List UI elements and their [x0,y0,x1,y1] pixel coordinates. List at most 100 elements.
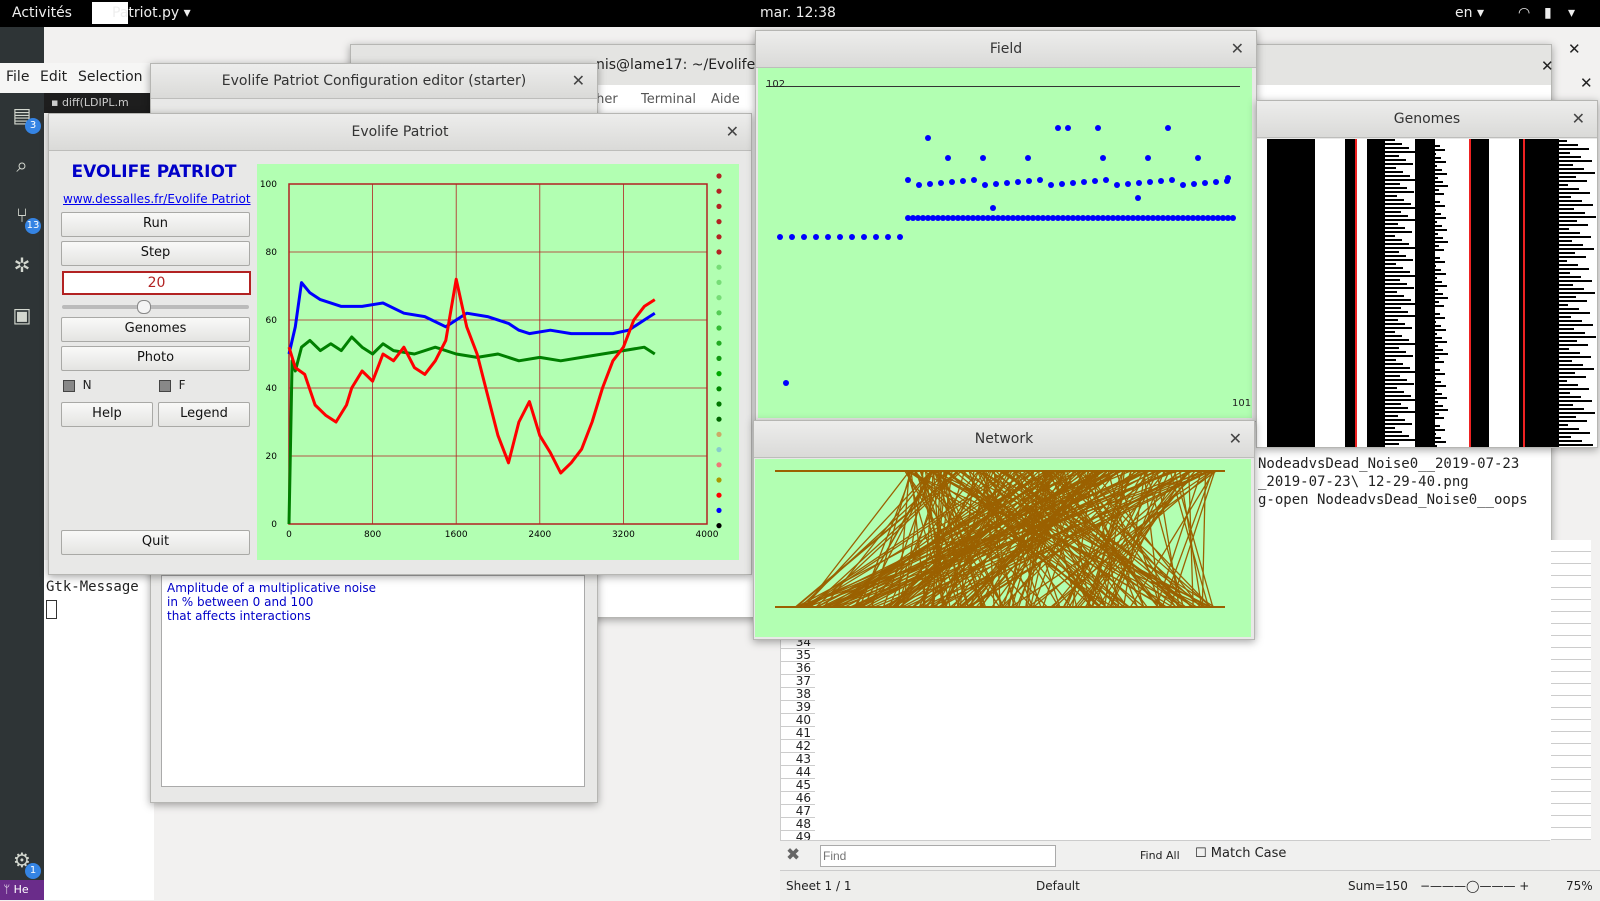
field-point [955,215,961,221]
series-line-blue [287,281,656,355]
row-number[interactable]: 45 [781,779,815,792]
zoom-slider[interactable]: −———◯——— + [1420,879,1530,893]
patriot-close-icon[interactable]: ✕ [725,122,739,141]
row-number[interactable]: 40 [781,714,815,727]
activities-button[interactable]: Activités [12,5,72,21]
genome-stripe [1435,389,1437,391]
genome-stripe [1435,397,1447,399]
step-button[interactable]: Step [61,241,250,266]
field-point [1045,215,1051,221]
app-menu[interactable]: Patriot.py ▾ [112,5,191,21]
network-edge [882,470,1149,608]
network-edge [899,470,1030,608]
genome-stripe [1385,391,1404,393]
field-close-icon[interactable]: ✕ [1230,39,1244,58]
wifi-icon[interactable]: ◠ [1518,5,1531,21]
terminal-menu-terminal[interactable]: Terminal [641,92,696,107]
system-menu-icon[interactable]: ▾ [1568,5,1576,21]
x-tick-label: 3200 [612,530,635,540]
row-number[interactable]: 43 [781,753,815,766]
terminal-menu-help[interactable]: Aide [711,92,740,107]
genome-stripe [1559,320,1582,322]
network-title: Network [974,431,1034,447]
genome-stripe [1559,372,1575,374]
editor-tab[interactable]: ▪ diff(LDIPL.m [44,93,154,113]
help-button[interactable]: Help [61,402,153,427]
genomes-button[interactable]: Genomes [61,317,250,342]
row-number[interactable]: 38 [781,688,815,701]
genome-stripe [1435,409,1448,411]
row-number[interactable]: 36 [781,662,815,675]
network-edge [1201,470,1207,608]
app-icon [92,2,128,24]
genome-stripe [1435,401,1438,403]
field-point [1095,215,1101,221]
network-edge [1161,470,1214,608]
checkbox-n-box[interactable] [63,379,75,392]
speed-slider-handle[interactable] [137,300,152,314]
search-icon[interactable]: ⌕ [16,153,28,177]
genome-stripe [1559,144,1578,146]
language-menu[interactable]: en ▾ [1455,5,1484,21]
network-edge [1071,470,1094,608]
row-number[interactable]: 44 [781,766,815,779]
series-line-red [287,277,656,475]
checkbox-n[interactable]: N [63,378,92,392]
status-zoom[interactable]: 75% [1566,879,1593,893]
row-number[interactable]: 37 [781,675,815,688]
patriot-link[interactable]: www.dessalles.fr/Evolife Patriot [63,192,251,206]
match-case-checkbox[interactable]: ☐ Match Case [1195,846,1287,861]
legend-button[interactable]: Legend [158,402,250,427]
field-point [801,234,807,240]
git-icon[interactable]: ⑂ 13 [9,202,41,234]
run-button[interactable]: Run [61,212,250,237]
config-close-icon[interactable]: ✕ [571,71,585,90]
branch-label[interactable]: ᛘ He [0,880,44,900]
find-input[interactable] [820,845,1056,867]
row-number[interactable]: 46 [781,792,815,805]
genomes-close-icon[interactable]: ✕ [1571,109,1585,128]
genome-stripe [1385,339,1409,341]
genome-stripe [1385,363,1403,365]
find-all-button[interactable]: Find All [1140,849,1180,862]
close-find-icon[interactable]: ✖ [786,845,801,865]
genome-stripe [1435,413,1439,415]
field-point [1115,215,1121,221]
back-window-close-icon-2[interactable]: ✕ [1580,74,1593,92]
network-close-icon[interactable]: ✕ [1228,429,1242,448]
checkbox-f[interactable]: F [159,378,186,392]
quit-button[interactable]: Quit [61,530,250,555]
row-number[interactable]: 47 [781,805,815,818]
field-points [777,125,1236,386]
terminal-close-icon[interactable]: ✕ [1541,57,1554,75]
back-window-close-icon[interactable]: ✕ [1568,40,1581,58]
menu-file[interactable]: File [6,69,30,85]
menu-edit[interactable]: Edit [40,69,68,85]
row-number[interactable]: 42 [781,740,815,753]
clock[interactable]: mar. 12:38 [760,5,836,21]
field-point [1020,215,1026,221]
photo-button[interactable]: Photo [61,346,250,371]
genome-stripe [1385,239,1402,241]
checkbox-f-box[interactable] [159,379,171,392]
legend-dot [716,264,722,270]
field-point [777,234,783,240]
menu-selection[interactable]: Selection [78,69,143,85]
genome-column [1489,139,1519,447]
tools-icon[interactable]: ✲ [13,253,31,277]
row-number[interactable]: 48 [781,818,815,831]
files-icon[interactable]: ▤ 3 [9,102,41,134]
battery-icon[interactable]: ▮ [1544,5,1552,21]
x-tick-label: 800 [364,530,381,540]
field-point [1210,215,1216,221]
row-number[interactable]: 41 [781,727,815,740]
row-number[interactable]: 35 [781,649,815,662]
settings-icon[interactable]: ⚙ 1 [9,847,41,879]
network-edge [976,470,1034,608]
genome-stripe [1435,301,1439,303]
extensions-icon[interactable]: ▣ [12,303,32,327]
speed-slider[interactable] [62,300,249,314]
row-number[interactable]: 39 [781,701,815,714]
genome-stripe [1435,257,1440,259]
genome-stripe [1559,308,1579,310]
